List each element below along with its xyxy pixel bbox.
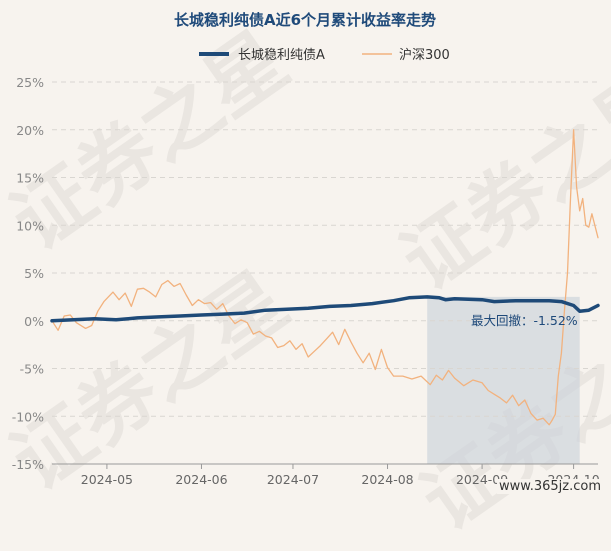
site-url: www.365jz.com xyxy=(497,479,603,494)
site-url-text: www.365jz.com xyxy=(497,479,603,494)
y-tick-label: -5% xyxy=(20,362,44,377)
series-line-index xyxy=(51,129,599,426)
drawdown-label: 最大回撤：-1.52% xyxy=(471,313,578,328)
x-tick-label: 2024-07 xyxy=(267,472,319,487)
chart-title: 长城稳利纯债A近6个月累计收益率走势 xyxy=(174,11,436,29)
drawdown-band xyxy=(427,296,580,464)
x-tick-label: 2024-06 xyxy=(175,472,227,487)
x-tick-label: 2024-08 xyxy=(361,472,413,487)
y-tick-label: 15% xyxy=(16,171,44,186)
y-tick-label: 25% xyxy=(16,75,44,90)
legend-label-index: 沪深300 xyxy=(399,47,450,63)
y-tick-label: -15% xyxy=(12,457,44,472)
y-tick-label: -10% xyxy=(12,409,44,424)
x-tick-label: 2024-09 xyxy=(456,472,508,487)
series-line-fund xyxy=(50,295,600,323)
y-tick-label: 20% xyxy=(16,123,44,138)
x-tick-label: 2024-05 xyxy=(81,472,133,487)
chart: 长城稳利纯债A近6个月累计收益率走势 长城稳利纯债A 沪深300 25% 20% 1… xyxy=(12,11,600,487)
legend-label-fund: 长城稳利纯债A xyxy=(238,47,325,63)
y-tick-label: 10% xyxy=(16,218,44,233)
y-tick-label: 5% xyxy=(24,266,44,281)
y-tick-label: 0% xyxy=(24,314,44,329)
legend: 长城稳利纯债A 沪深300 xyxy=(199,47,450,63)
